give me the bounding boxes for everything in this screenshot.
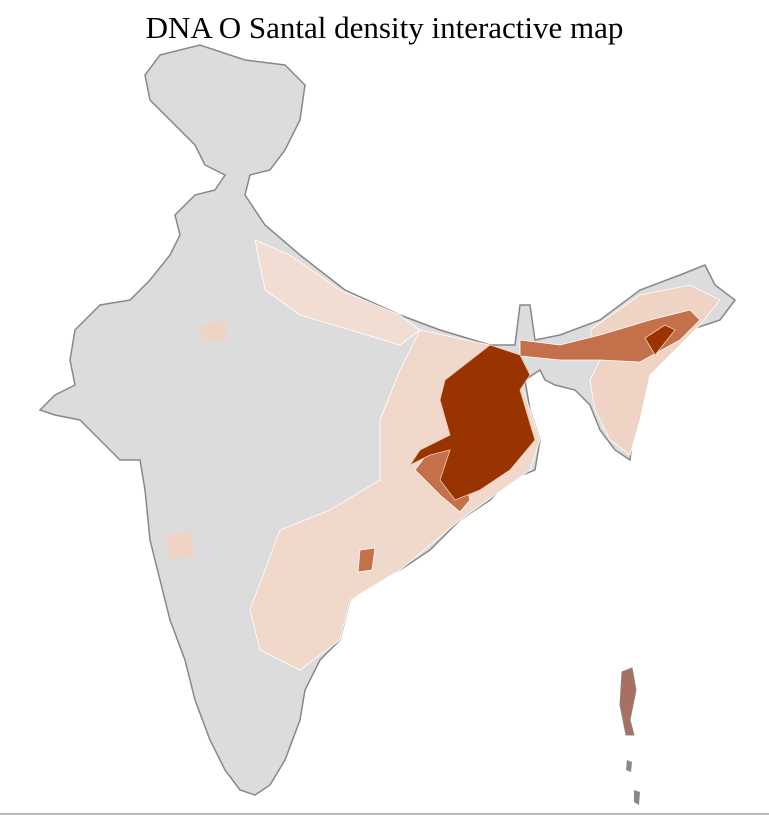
map-title: DNA O Santal density interactive map (145, 10, 624, 45)
bottom-border (0, 813, 769, 815)
region-medium-density-south[interactable] (357, 547, 376, 573)
region-low-density-north[interactable] (254, 239, 421, 346)
region-low-density-northeast[interactable] (589, 284, 721, 456)
region-low-density-central[interactable] (200, 320, 228, 342)
nicobar-islands[interactable] (626, 760, 640, 805)
andaman-islands[interactable] (619, 667, 637, 736)
region-high-density-jharkhand-bengal[interactable] (408, 344, 536, 501)
region-high-density-assam[interactable] (644, 324, 676, 356)
region-low-density-west[interactable] (165, 530, 195, 560)
